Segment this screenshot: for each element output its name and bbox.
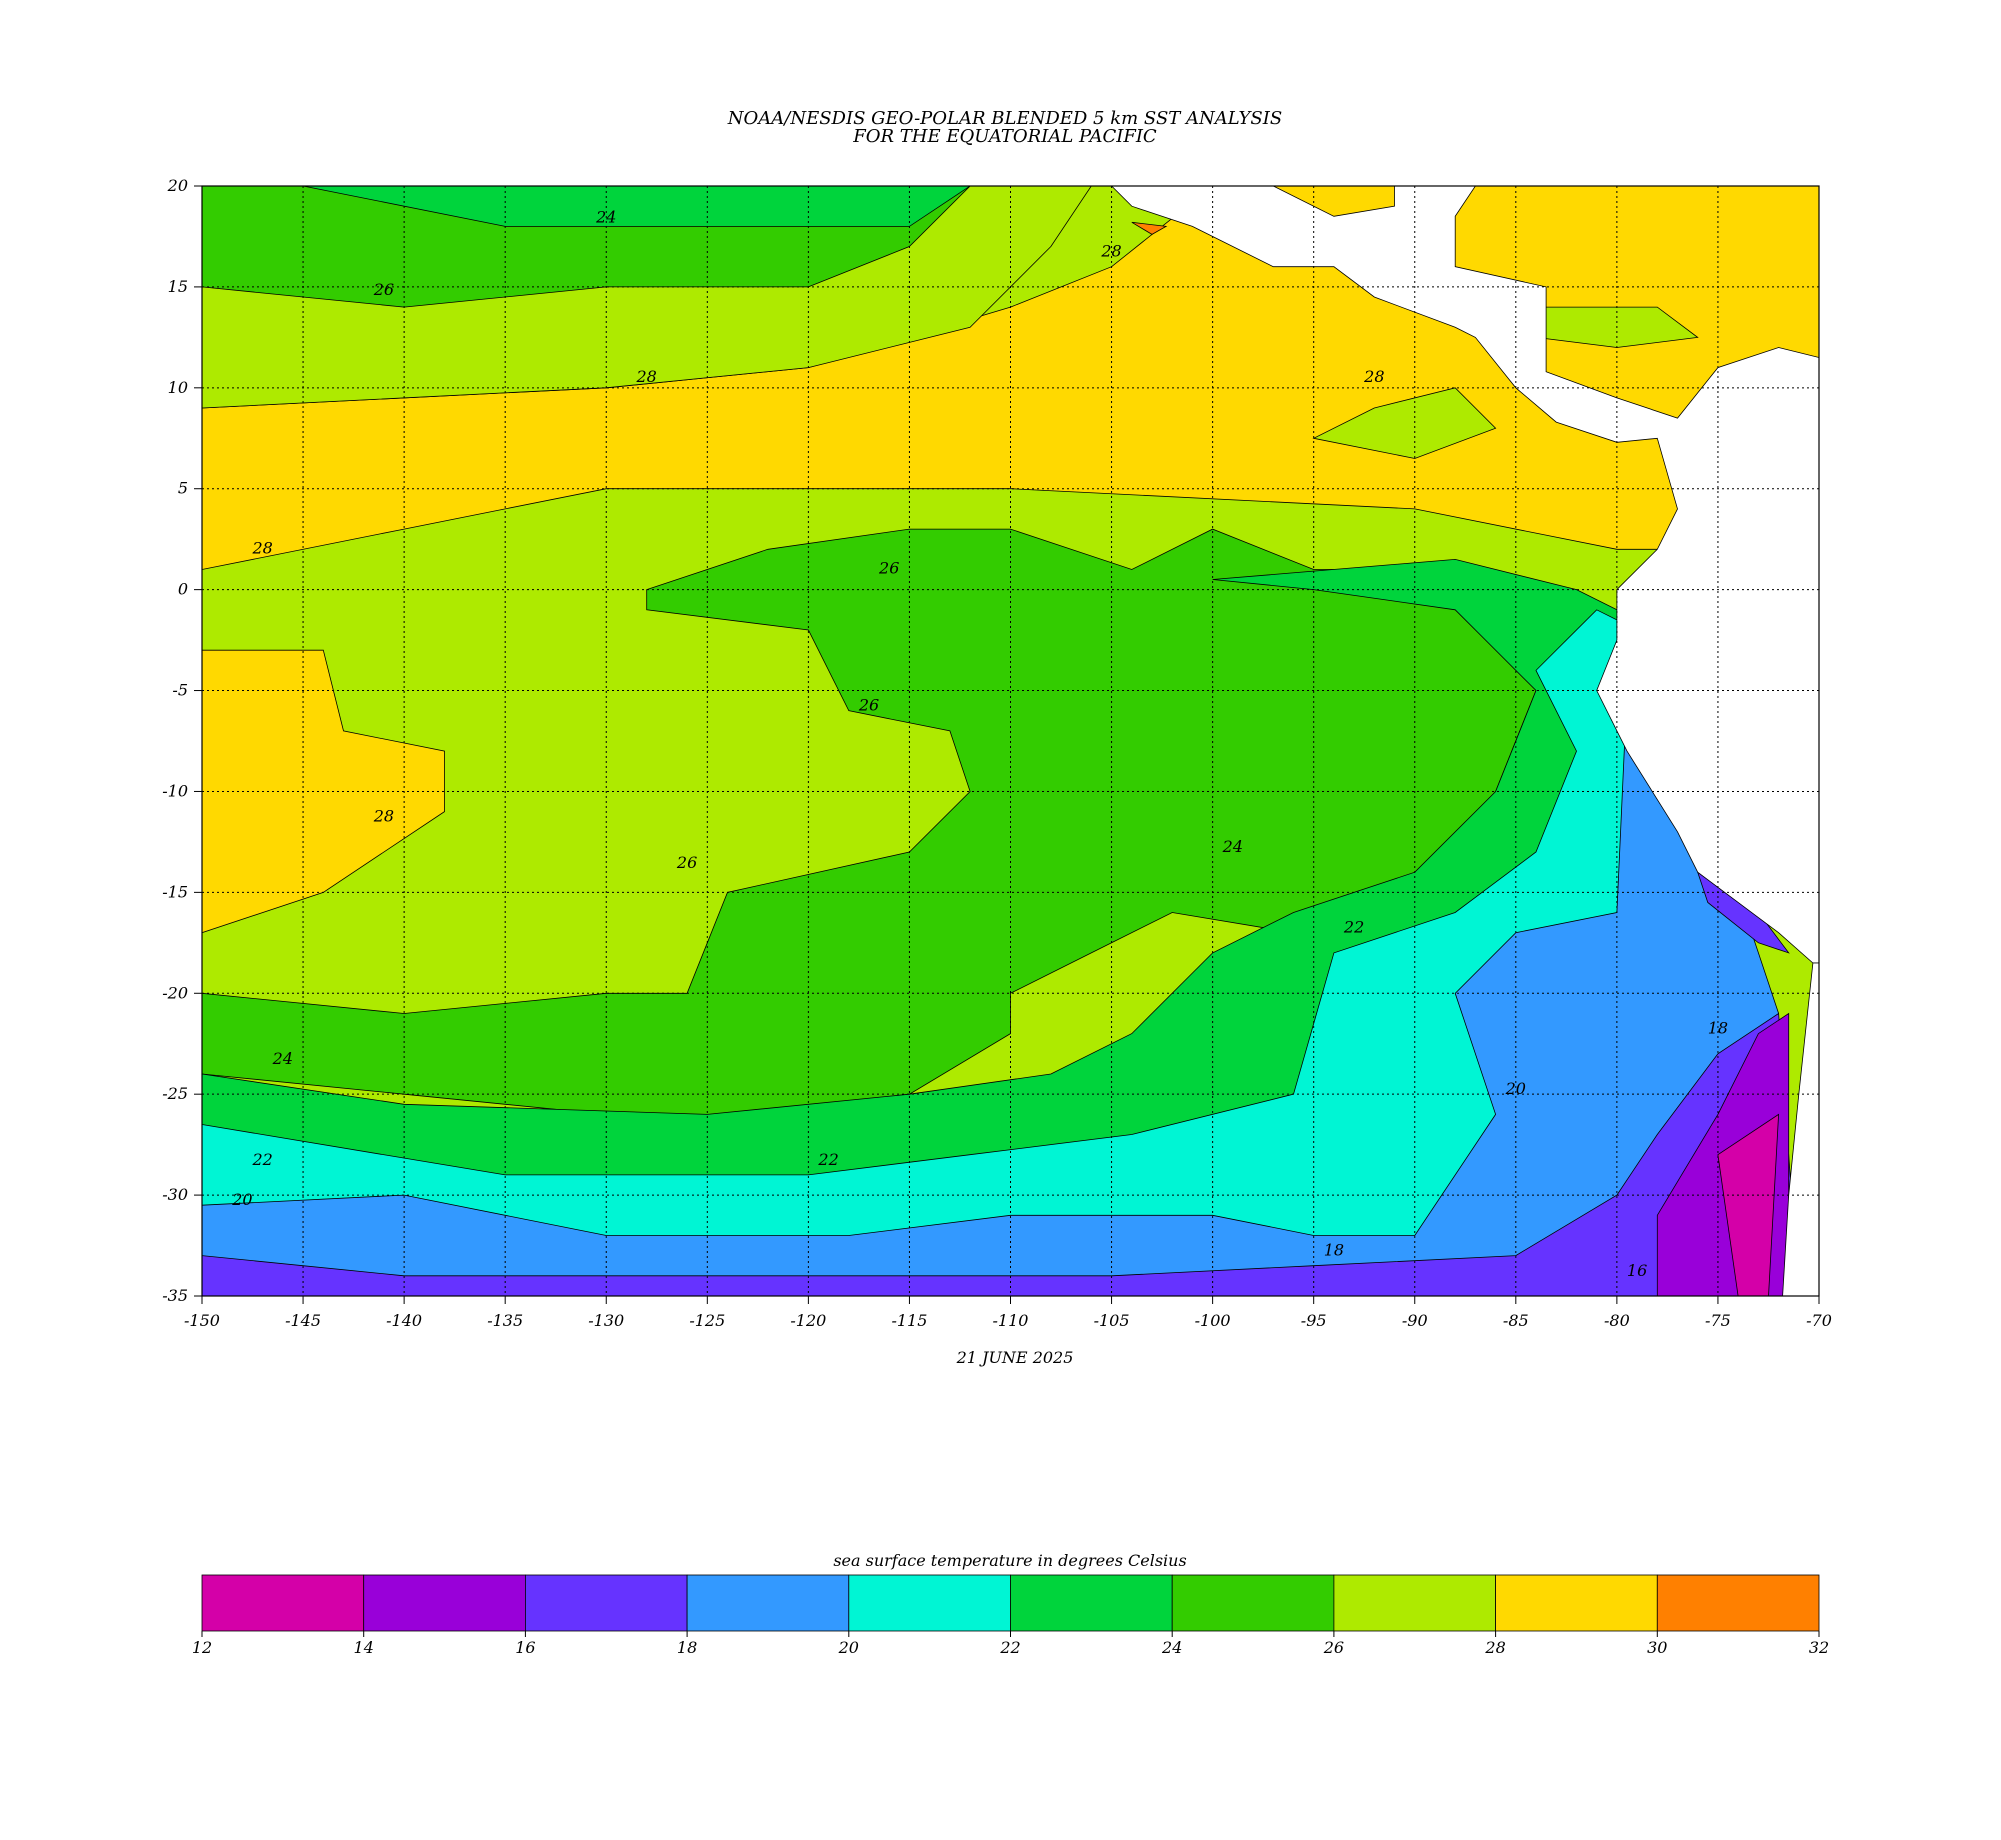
x-tick-label: -115 [891, 1311, 927, 1330]
colorbar-segment [363, 1574, 526, 1632]
colorbar-segment [1333, 1574, 1497, 1632]
y-tick-label: -5 [172, 681, 188, 700]
y-tick-label: -30 [162, 1185, 188, 1204]
colorbar-tick-label: 28 [1484, 1638, 1505, 1657]
colorbar-title: sea surface temperature in degrees Celsi… [833, 1551, 1186, 1570]
colorbar-segment [686, 1574, 850, 1632]
contour-label: 26 [858, 696, 879, 715]
y-tick-label: 10 [168, 378, 188, 397]
colorbar-segment [525, 1574, 688, 1632]
colorbar-tick-label: 12 [192, 1638, 212, 1657]
map-subtitle: FOR THE EQUATORIAL PACIFIC [852, 126, 1157, 147]
contour-label: 28 [1363, 367, 1384, 386]
x-tick-label: -85 [1503, 1311, 1529, 1330]
x-tick-label: -90 [1402, 1311, 1428, 1330]
colorbar-segment [1171, 1574, 1335, 1632]
contour-label: 28 [251, 538, 272, 557]
contour-label: 22 [1343, 918, 1364, 937]
contour-label: 24 [595, 207, 616, 226]
colorbar-tick-label: 26 [1323, 1638, 1344, 1657]
contour-label: 28 [1100, 242, 1121, 261]
colorbar-segment [1495, 1574, 1658, 1632]
plot-area [202, 186, 1819, 1296]
x-tick-label: -110 [993, 1311, 1029, 1330]
colorbar-tick-label: 16 [515, 1638, 535, 1657]
y-tick-label: -25 [162, 1084, 188, 1103]
y-tick-label: 15 [168, 277, 188, 296]
plot-overlay: -150 -145 -140 -135 -130 -125 -120 -115 -110 -105… [162, 176, 1832, 1330]
x-tick-label: -100 [1195, 1311, 1231, 1330]
contour-label: 16 [1627, 1261, 1647, 1280]
colorbar-segment [1656, 1574, 1820, 1632]
contour-label: 18 [1708, 1019, 1728, 1038]
x-tick-label: -105 [1094, 1311, 1130, 1330]
contour-label: 22 [251, 1150, 272, 1169]
x-tick-label: -150 [184, 1311, 220, 1330]
map-title: NOAA/NESDIS GEO-POLAR BLENDED 5 km SST A… [727, 108, 1282, 129]
contour-label: 20 [231, 1190, 252, 1209]
colorbar: sea surface temperature in degrees Celsi… [192, 1551, 1829, 1657]
y-tick-label: -35 [162, 1286, 188, 1305]
x-tick-label: -130 [588, 1311, 624, 1330]
x-tick-label: -80 [1604, 1311, 1630, 1330]
colorbar-segment [1010, 1574, 1173, 1632]
contour-label: 22 [817, 1150, 838, 1169]
contour-label: 20 [1505, 1079, 1526, 1098]
land [1111, 186, 1819, 964]
contour-label: 24 [272, 1049, 293, 1068]
colorbar-tick-label: 22 [999, 1638, 1020, 1657]
sst-region [1312, 387, 1497, 459]
colorbar-tick-label: 30 [1647, 1638, 1667, 1657]
y-tick-label: -20 [162, 983, 188, 1002]
y-tick-label: 5 [178, 479, 188, 498]
contour-label: 26 [878, 558, 899, 577]
plot-frame [201, 185, 1820, 1297]
x-tick-label: -140 [386, 1311, 422, 1330]
contour-label: 26 [373, 280, 394, 299]
sst-region [1131, 221, 1168, 235]
x-tick-label: -70 [1806, 1311, 1832, 1330]
colorbar-segment [201, 1574, 365, 1632]
sst-region [202, 528, 1618, 1115]
colorbar-tick-label: 20 [838, 1638, 859, 1657]
y-tick-label: 20 [167, 176, 188, 195]
colorbar-tick-label: 18 [677, 1638, 697, 1657]
y-tick-label: -15 [162, 882, 188, 901]
contour-label: 24 [1222, 837, 1243, 856]
colorbar-tick-label: 24 [1161, 1638, 1182, 1657]
colorbar-tick-label: 32 [1809, 1638, 1829, 1657]
colorbar-tick-label: 14 [354, 1638, 374, 1657]
contour-label: 28 [635, 367, 656, 386]
x-tick-label: -125 [689, 1311, 725, 1330]
x-tick-label: -95 [1301, 1311, 1327, 1330]
contour-label: 28 [373, 807, 394, 826]
x-tick-label: -120 [790, 1311, 826, 1330]
x-tick-label: -135 [487, 1311, 523, 1330]
contour-label: 26 [676, 853, 697, 872]
date-label: 21 JUNE 2025 [956, 1348, 1074, 1367]
x-tick-label: -145 [285, 1311, 321, 1330]
y-tick-label: 0 [178, 580, 188, 599]
y-tick-label: -10 [162, 781, 188, 800]
colorbar-segment [848, 1574, 1011, 1632]
sst-region [1717, 1113, 1780, 1296]
contour-label: 18 [1324, 1241, 1344, 1260]
x-tick-label: -75 [1705, 1311, 1731, 1330]
